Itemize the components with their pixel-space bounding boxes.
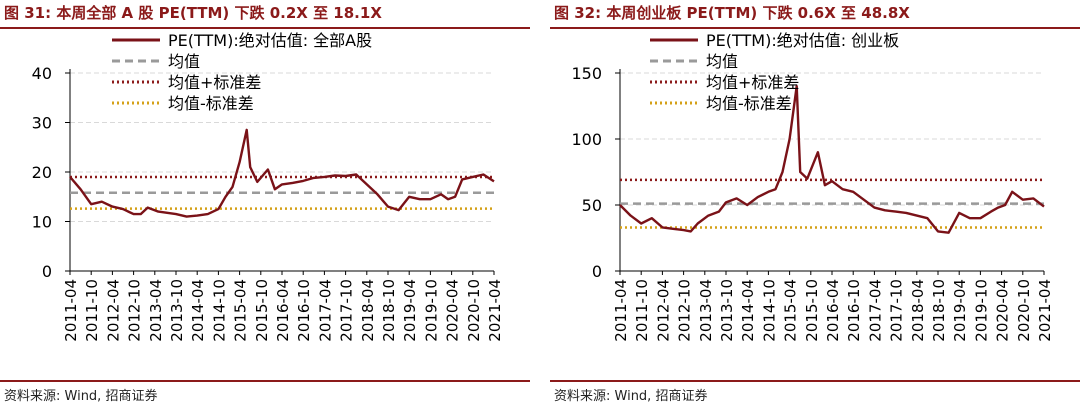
x-tick-label: 2020-04: [444, 279, 462, 342]
x-tick-label: 2013-04: [697, 279, 715, 342]
x-tick-label: 2011-10: [83, 279, 101, 342]
x-tick-label: 2014-10: [210, 279, 228, 342]
chart-panel-all-a-shares: 图 31: 本周全部 A 股 PE(TTM) 下跌 0.2X 至 18.1X 0…: [0, 0, 530, 405]
x-tick-label: 2019-04: [951, 279, 969, 342]
y-tick-label: 30: [32, 114, 52, 133]
x-tick-label: 2013-10: [718, 279, 736, 342]
x-tick-label: 2019-04: [401, 279, 419, 342]
x-tick-label: 2017-10: [338, 279, 356, 342]
legend-label: PE(TTM):绝对估值: 创业板: [706, 31, 899, 50]
x-tick-label: 2017-04: [316, 279, 334, 342]
x-tick-label: 2015-10: [803, 279, 821, 342]
x-tick-label: 2018-04: [359, 279, 377, 342]
x-tick-label: 2016-04: [274, 279, 292, 342]
source-note: 资料来源: Wind, 招商证券: [554, 389, 708, 404]
x-tick-label: 2016-10: [845, 279, 863, 342]
y-tick-label: 20: [32, 163, 52, 182]
y-tick-label: 40: [32, 64, 52, 83]
source-divider: [0, 380, 530, 382]
legend-label: 均值-标准差: [168, 94, 254, 113]
x-tick-label: 2014-04: [739, 279, 757, 342]
x-tick-label: 2012-04: [654, 279, 672, 342]
x-tick-label: 2014-04: [189, 279, 207, 342]
legend-label: PE(TTM):绝对估值: 全部A股: [168, 31, 372, 50]
legend-label: 均值: [168, 52, 200, 71]
x-tick-label: 2015-04: [782, 279, 800, 342]
x-tick-label: 2015-10: [253, 279, 271, 342]
x-tick-label: 2015-04: [232, 279, 250, 342]
x-tick-label: 2016-04: [824, 279, 842, 342]
x-tick-label: 2013-10: [168, 279, 186, 342]
x-tick-label: 2011-10: [633, 279, 651, 342]
x-tick-label: 2013-04: [147, 279, 165, 342]
x-tick-label: 2020-10: [1015, 279, 1033, 342]
x-tick-label: 2020-10: [465, 279, 483, 342]
y-tick-label: 100: [571, 130, 602, 149]
legend-label: 均值: [706, 52, 738, 71]
x-tick-label: 2017-10: [888, 279, 906, 342]
x-tick-label: 2021-04: [486, 279, 504, 342]
title-divider: [0, 27, 530, 29]
x-tick-label: 2011-04: [612, 279, 630, 342]
chart-panel-chinext: 图 32: 本周创业板 PE(TTM) 下跌 0.6X 至 48.8X 0 50 1…: [550, 0, 1080, 405]
legend-label: 均值+标准差: [706, 73, 799, 92]
x-tick-label: 2014-10: [760, 279, 778, 342]
source-note: 资料来源: Wind, 招商证券: [4, 389, 158, 404]
x-tick-label: 2019-10: [422, 279, 440, 342]
x-tick-label: 2018-10: [930, 279, 948, 342]
x-tick-label: 2017-04: [866, 279, 884, 342]
x-tick-label: 2012-04: [104, 279, 122, 342]
x-tick-label: 2021-04: [1036, 279, 1054, 342]
x-tick-label: 2018-04: [909, 279, 927, 342]
y-tick-label: 0: [592, 262, 602, 281]
y-tick-label: 10: [32, 213, 52, 232]
title-divider: [550, 27, 1080, 29]
x-tick-label: 2011-04: [62, 279, 80, 342]
x-tick-label: 2012-10: [126, 279, 144, 342]
x-tick-label: 2012-10: [676, 279, 694, 342]
x-tick-label: 2016-10: [295, 279, 313, 342]
y-tick-label: 50: [582, 196, 602, 215]
source-divider: [550, 380, 1080, 382]
x-tick-label: 2020-04: [994, 279, 1012, 342]
chart-title: 图 32: 本周创业板 PE(TTM) 下跌 0.6X 至 48.8X: [554, 4, 910, 22]
x-tick-label: 2018-10: [380, 279, 398, 342]
chart-title: 图 31: 本周全部 A 股 PE(TTM) 下跌 0.2X 至 18.1X: [4, 4, 382, 22]
legend-label: 均值+标准差: [168, 73, 261, 92]
x-tick-label: 2019-10: [972, 279, 990, 342]
y-tick-label: 0: [42, 262, 52, 281]
pe-series-line: [619, 85, 1045, 234]
legend-label: 均值-标准差: [706, 94, 792, 113]
y-tick-label: 150: [571, 64, 602, 83]
pe-series-line: [69, 128, 495, 218]
